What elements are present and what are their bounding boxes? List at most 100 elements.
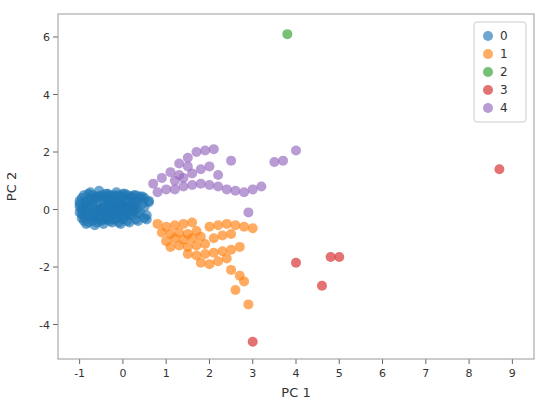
point <box>200 239 210 249</box>
x-tick-label: 5 <box>336 367 343 380</box>
x-axis-label: PC 1 <box>281 385 310 400</box>
x-tick-label: 6 <box>379 367 386 380</box>
point <box>178 182 188 192</box>
point <box>213 182 223 192</box>
x-tick <box>166 359 167 364</box>
y-tick <box>53 94 58 95</box>
legend-label: 0 <box>500 29 508 43</box>
point <box>157 173 167 183</box>
x-tick <box>79 359 80 364</box>
x-tick <box>122 359 123 364</box>
legend-swatch <box>483 31 493 41</box>
x-tick-label: 3 <box>249 367 256 380</box>
point <box>217 230 227 240</box>
y-tick <box>53 37 58 38</box>
x-tick-label: 1 <box>163 367 170 380</box>
point <box>178 219 188 229</box>
point <box>191 147 201 157</box>
point <box>278 156 288 166</box>
point <box>96 215 106 225</box>
x-tick <box>296 359 297 364</box>
point <box>137 199 147 209</box>
point <box>174 170 184 180</box>
point <box>239 276 249 286</box>
point <box>230 220 240 230</box>
y-tick-label: -4 <box>39 319 50 332</box>
point <box>105 216 115 226</box>
y-tick <box>53 152 58 153</box>
point <box>222 253 232 263</box>
plot-area <box>75 29 505 347</box>
point <box>75 199 85 209</box>
y-tick <box>53 324 58 325</box>
point <box>191 240 201 250</box>
point <box>248 337 258 347</box>
point <box>213 256 223 266</box>
point <box>204 180 214 190</box>
point <box>187 217 197 227</box>
y-tick-label: 0 <box>43 204 50 217</box>
point <box>83 196 93 206</box>
point <box>148 179 158 189</box>
point <box>161 184 171 194</box>
point <box>153 219 163 229</box>
legend: 0 1 2 3 4 <box>474 22 526 122</box>
series-4 <box>148 144 301 217</box>
x-tick-label: 2 <box>206 367 213 380</box>
y-tick <box>53 267 58 268</box>
point <box>326 252 336 262</box>
legend-label: 1 <box>500 47 508 61</box>
point <box>226 229 236 239</box>
x-tick-label: 4 <box>293 367 300 380</box>
legend-swatch <box>483 85 493 95</box>
point <box>213 170 223 180</box>
point <box>213 220 223 230</box>
point <box>153 187 163 197</box>
x-tick-label: 9 <box>509 367 516 380</box>
point <box>317 281 327 291</box>
point <box>494 164 504 174</box>
point <box>291 146 301 156</box>
point <box>183 249 193 259</box>
plot-frame <box>58 14 534 359</box>
x-tick-label: 8 <box>466 367 473 380</box>
legend-label: 3 <box>500 83 508 97</box>
page: {"chart_data": { "type": "scatter", "xla… <box>0 0 548 409</box>
x-tick-label: 7 <box>422 367 429 380</box>
point <box>183 153 193 163</box>
x-tick <box>382 359 383 364</box>
point <box>124 210 134 220</box>
x-tick-label: -1 <box>74 367 85 380</box>
point <box>204 222 214 232</box>
point <box>230 186 240 196</box>
point <box>248 184 258 194</box>
legend-swatch <box>483 49 493 59</box>
point <box>170 184 180 194</box>
point <box>92 193 102 203</box>
point <box>79 212 89 222</box>
point <box>204 259 214 269</box>
point <box>235 242 245 252</box>
point <box>256 182 266 192</box>
point <box>183 161 193 171</box>
x-tick <box>512 359 513 364</box>
y-tick-label: 2 <box>43 146 50 159</box>
y-tick <box>53 209 58 210</box>
point <box>166 167 176 177</box>
point <box>196 179 206 189</box>
axes: -10123456789-4-20246 <box>39 31 516 380</box>
point <box>230 285 240 295</box>
legend-label: 2 <box>500 65 508 79</box>
point <box>222 184 232 194</box>
point <box>222 219 232 229</box>
point <box>196 258 206 268</box>
point <box>248 223 258 233</box>
legend-label: 4 <box>500 101 508 115</box>
point <box>291 258 301 268</box>
point <box>269 157 279 167</box>
point <box>109 190 119 200</box>
x-tick-label: 0 <box>119 367 126 380</box>
point <box>243 299 253 309</box>
point <box>101 192 111 202</box>
series-3 <box>248 164 505 347</box>
